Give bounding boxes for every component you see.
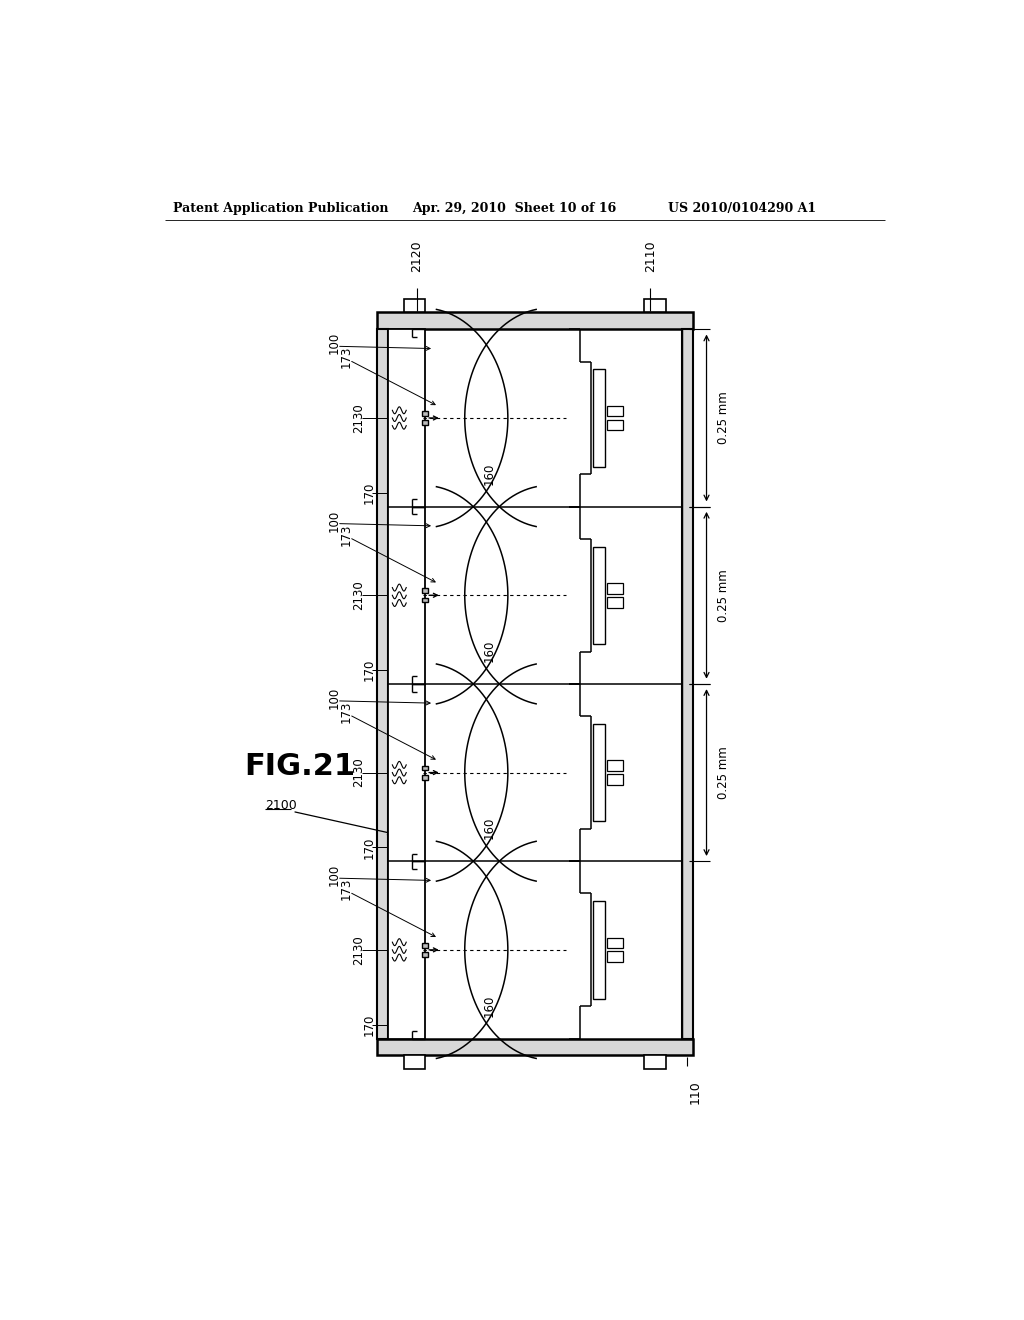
Text: 170: 170 xyxy=(362,836,376,858)
Bar xyxy=(607,774,623,785)
Bar xyxy=(422,766,428,771)
Text: 2130: 2130 xyxy=(352,581,365,610)
Text: 170: 170 xyxy=(362,659,376,681)
Text: US 2010/0104290 A1: US 2010/0104290 A1 xyxy=(668,202,816,215)
Text: 110: 110 xyxy=(689,1080,701,1104)
Bar xyxy=(607,597,623,607)
Bar xyxy=(607,405,623,416)
Text: 173: 173 xyxy=(340,701,352,723)
Text: 100: 100 xyxy=(328,333,340,354)
Bar xyxy=(377,313,692,330)
Bar xyxy=(593,370,605,467)
Text: 100: 100 xyxy=(328,686,340,709)
Text: 160: 160 xyxy=(482,817,496,840)
Bar xyxy=(607,420,623,430)
Bar xyxy=(403,1056,425,1069)
Bar xyxy=(593,902,605,999)
Bar xyxy=(422,952,428,957)
Text: Patent Application Publication: Patent Application Publication xyxy=(173,202,388,215)
Bar xyxy=(422,775,428,780)
Text: 2130: 2130 xyxy=(352,758,365,788)
Text: FIG.21: FIG.21 xyxy=(245,752,355,781)
Text: 2100: 2100 xyxy=(265,799,297,812)
Text: 170: 170 xyxy=(362,1014,376,1036)
Text: 2130: 2130 xyxy=(352,403,365,433)
Text: 100: 100 xyxy=(328,510,340,532)
Text: 160: 160 xyxy=(482,640,496,661)
Bar xyxy=(644,298,666,313)
Text: 0.25 mm: 0.25 mm xyxy=(717,746,730,799)
Text: 2110: 2110 xyxy=(644,240,656,272)
Text: 173: 173 xyxy=(340,523,352,545)
Text: 160: 160 xyxy=(482,462,496,484)
Text: Apr. 29, 2010  Sheet 10 of 16: Apr. 29, 2010 Sheet 10 of 16 xyxy=(412,202,615,215)
Bar xyxy=(388,330,425,1039)
Bar xyxy=(422,420,428,425)
Bar xyxy=(607,760,623,771)
Bar xyxy=(593,723,605,821)
Bar xyxy=(607,583,623,594)
Bar xyxy=(607,937,623,948)
Text: 2130: 2130 xyxy=(352,935,365,965)
Text: 173: 173 xyxy=(340,346,352,368)
Bar xyxy=(403,298,425,313)
Bar xyxy=(377,330,388,1039)
Text: 173: 173 xyxy=(340,878,352,900)
Text: 170: 170 xyxy=(362,482,376,504)
Bar xyxy=(644,1056,666,1069)
Text: 0.25 mm: 0.25 mm xyxy=(717,569,730,622)
Bar xyxy=(422,598,428,602)
Text: 100: 100 xyxy=(328,865,340,886)
Bar xyxy=(422,589,428,593)
Bar xyxy=(377,1039,692,1056)
Text: 0.25 mm: 0.25 mm xyxy=(717,392,730,445)
Bar xyxy=(607,952,623,962)
Text: 160: 160 xyxy=(482,994,496,1016)
Bar xyxy=(422,411,428,416)
Bar xyxy=(422,942,428,948)
Bar xyxy=(682,330,692,1039)
Bar xyxy=(593,546,605,644)
Text: 2120: 2120 xyxy=(411,240,424,272)
